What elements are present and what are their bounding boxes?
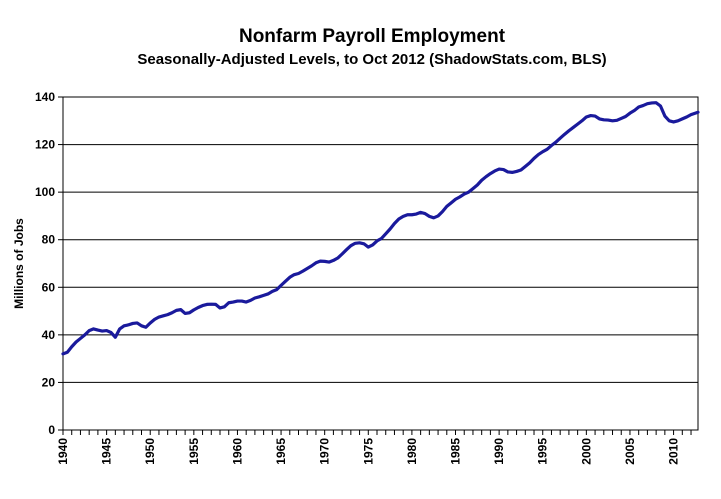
y-tick-label: 100 (35, 185, 55, 199)
chart-subtitle: Seasonally-Adjusted Levels, to Oct 2012 … (137, 51, 606, 68)
chart-title: Nonfarm Payroll Employment (239, 26, 506, 47)
x-tick-label: 1955 (187, 438, 201, 465)
x-tick-label: 1985 (449, 438, 463, 465)
x-tick-label: 1970 (318, 438, 332, 465)
y-tick-label: 140 (35, 90, 55, 104)
y-tick-label: 0 (48, 423, 55, 437)
x-axis: 1940 1945 1950 1955 1960 1965 1970 1975 1980 1985… (56, 430, 692, 465)
y-tick-label: 20 (42, 375, 56, 389)
x-tick-label: 2000 (579, 438, 593, 465)
x-tick-label: 1940 (56, 438, 70, 465)
x-tick-label: 1960 (230, 438, 244, 465)
x-tick-label: 1995 (536, 438, 550, 465)
x-tick-label: 1945 (100, 438, 114, 465)
x-tick-label: 1975 (361, 438, 375, 465)
x-tick-label: 1990 (492, 438, 506, 465)
plot-area (62, 96, 699, 431)
y-axis: 0 20 40 60 80 100 120 140 (35, 90, 63, 437)
x-tick-label: 2010 (667, 438, 681, 465)
gridlines (63, 144, 698, 383)
y-tick-label: 40 (42, 328, 56, 342)
x-tick-label: 1950 (143, 438, 157, 465)
x-tick-label: 1980 (405, 438, 419, 465)
y-axis-label: Millions of Jobs (12, 218, 26, 309)
y-tick-label: 80 (42, 233, 56, 247)
x-tick-label: 2005 (623, 438, 637, 465)
y-tick-label: 120 (35, 138, 55, 152)
x-tick-label: 1965 (274, 438, 288, 465)
series-line (61, 101, 700, 356)
y-tick-label: 60 (42, 280, 56, 294)
